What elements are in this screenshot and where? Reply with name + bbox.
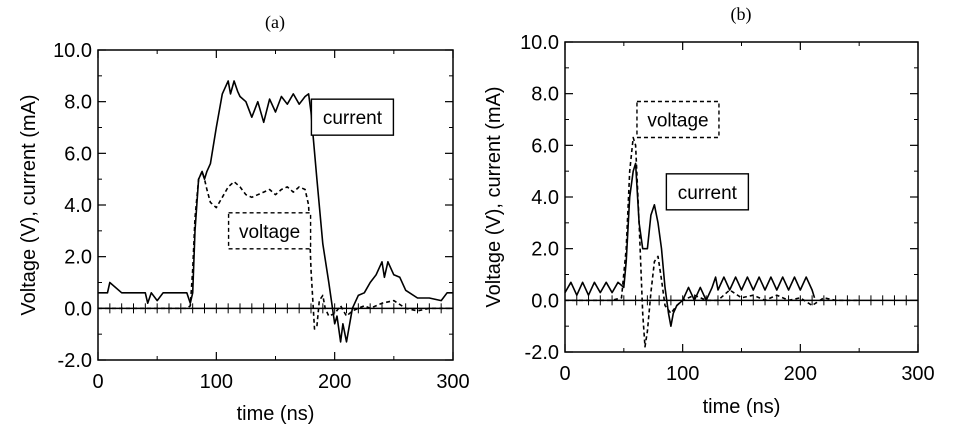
y-axis-label: Voltage (V), current (mA) [18,94,40,315]
legend-box-voltage [227,212,312,250]
legend-label-current: current [678,183,738,204]
x-tick-label: 0 [92,371,103,393]
legend-label-current: current [323,108,383,129]
x-tick-label: 200 [318,371,351,393]
y-tick-label: 6.0 [64,143,92,165]
series-line-current [98,80,453,343]
x-axis-label: time (ns) [703,396,781,418]
y-tick-label: 0.0 [64,298,92,320]
x-tick-label: 100 [200,371,233,393]
y-tick-label: 10.0 [520,32,559,54]
panel-b: (b) -2.0 0.0 2.0 4.0 6.0 8.0 10.0 0 100 200 300 time… [483,4,935,418]
legend-box-voltage [636,100,720,139]
x-axis-label: time (ns) [237,403,315,425]
legend-label-voltage: voltage [239,222,300,243]
y-tick-label: -2.0 [525,342,559,364]
y-tick-label: 2.0 [64,247,92,269]
legend-label-voltage: voltage [647,111,708,132]
y-tick-label: 0.0 [531,290,559,312]
series-line-voltage [98,170,453,330]
y-tick-label: 2.0 [531,239,559,261]
x-tick-label: 300 [436,371,469,393]
y-tick-label: 8.0 [64,92,92,114]
x-tick-label: 200 [784,363,817,385]
legend-box-current [310,98,395,136]
x-tick-label: 300 [901,363,934,385]
y-tick-label: 8.0 [531,84,559,106]
panel-a: (a) -2.0 0.0 2.0 4.0 6.0 8.0 10.0 0 100 200 300 time… [18,12,470,425]
legend-box-current [665,173,750,211]
y-tick-label: 4.0 [64,195,92,217]
x-tick-label: 100 [666,363,699,385]
y-tick-label: 4.0 [531,187,559,209]
series-line-voltage [565,136,860,348]
series-line-current [564,162,816,327]
panel-title: (a) [265,12,285,33]
y-tick-label: -2.0 [58,350,92,372]
y-axis-label: Voltage (V), current (mA) [483,86,505,307]
plot-frame [97,49,454,361]
y-tick-label: 6.0 [531,135,559,157]
panel-title: (b) [731,4,752,25]
y-tick-label: 10.0 [53,40,92,62]
x-tick-label: 0 [559,363,570,385]
